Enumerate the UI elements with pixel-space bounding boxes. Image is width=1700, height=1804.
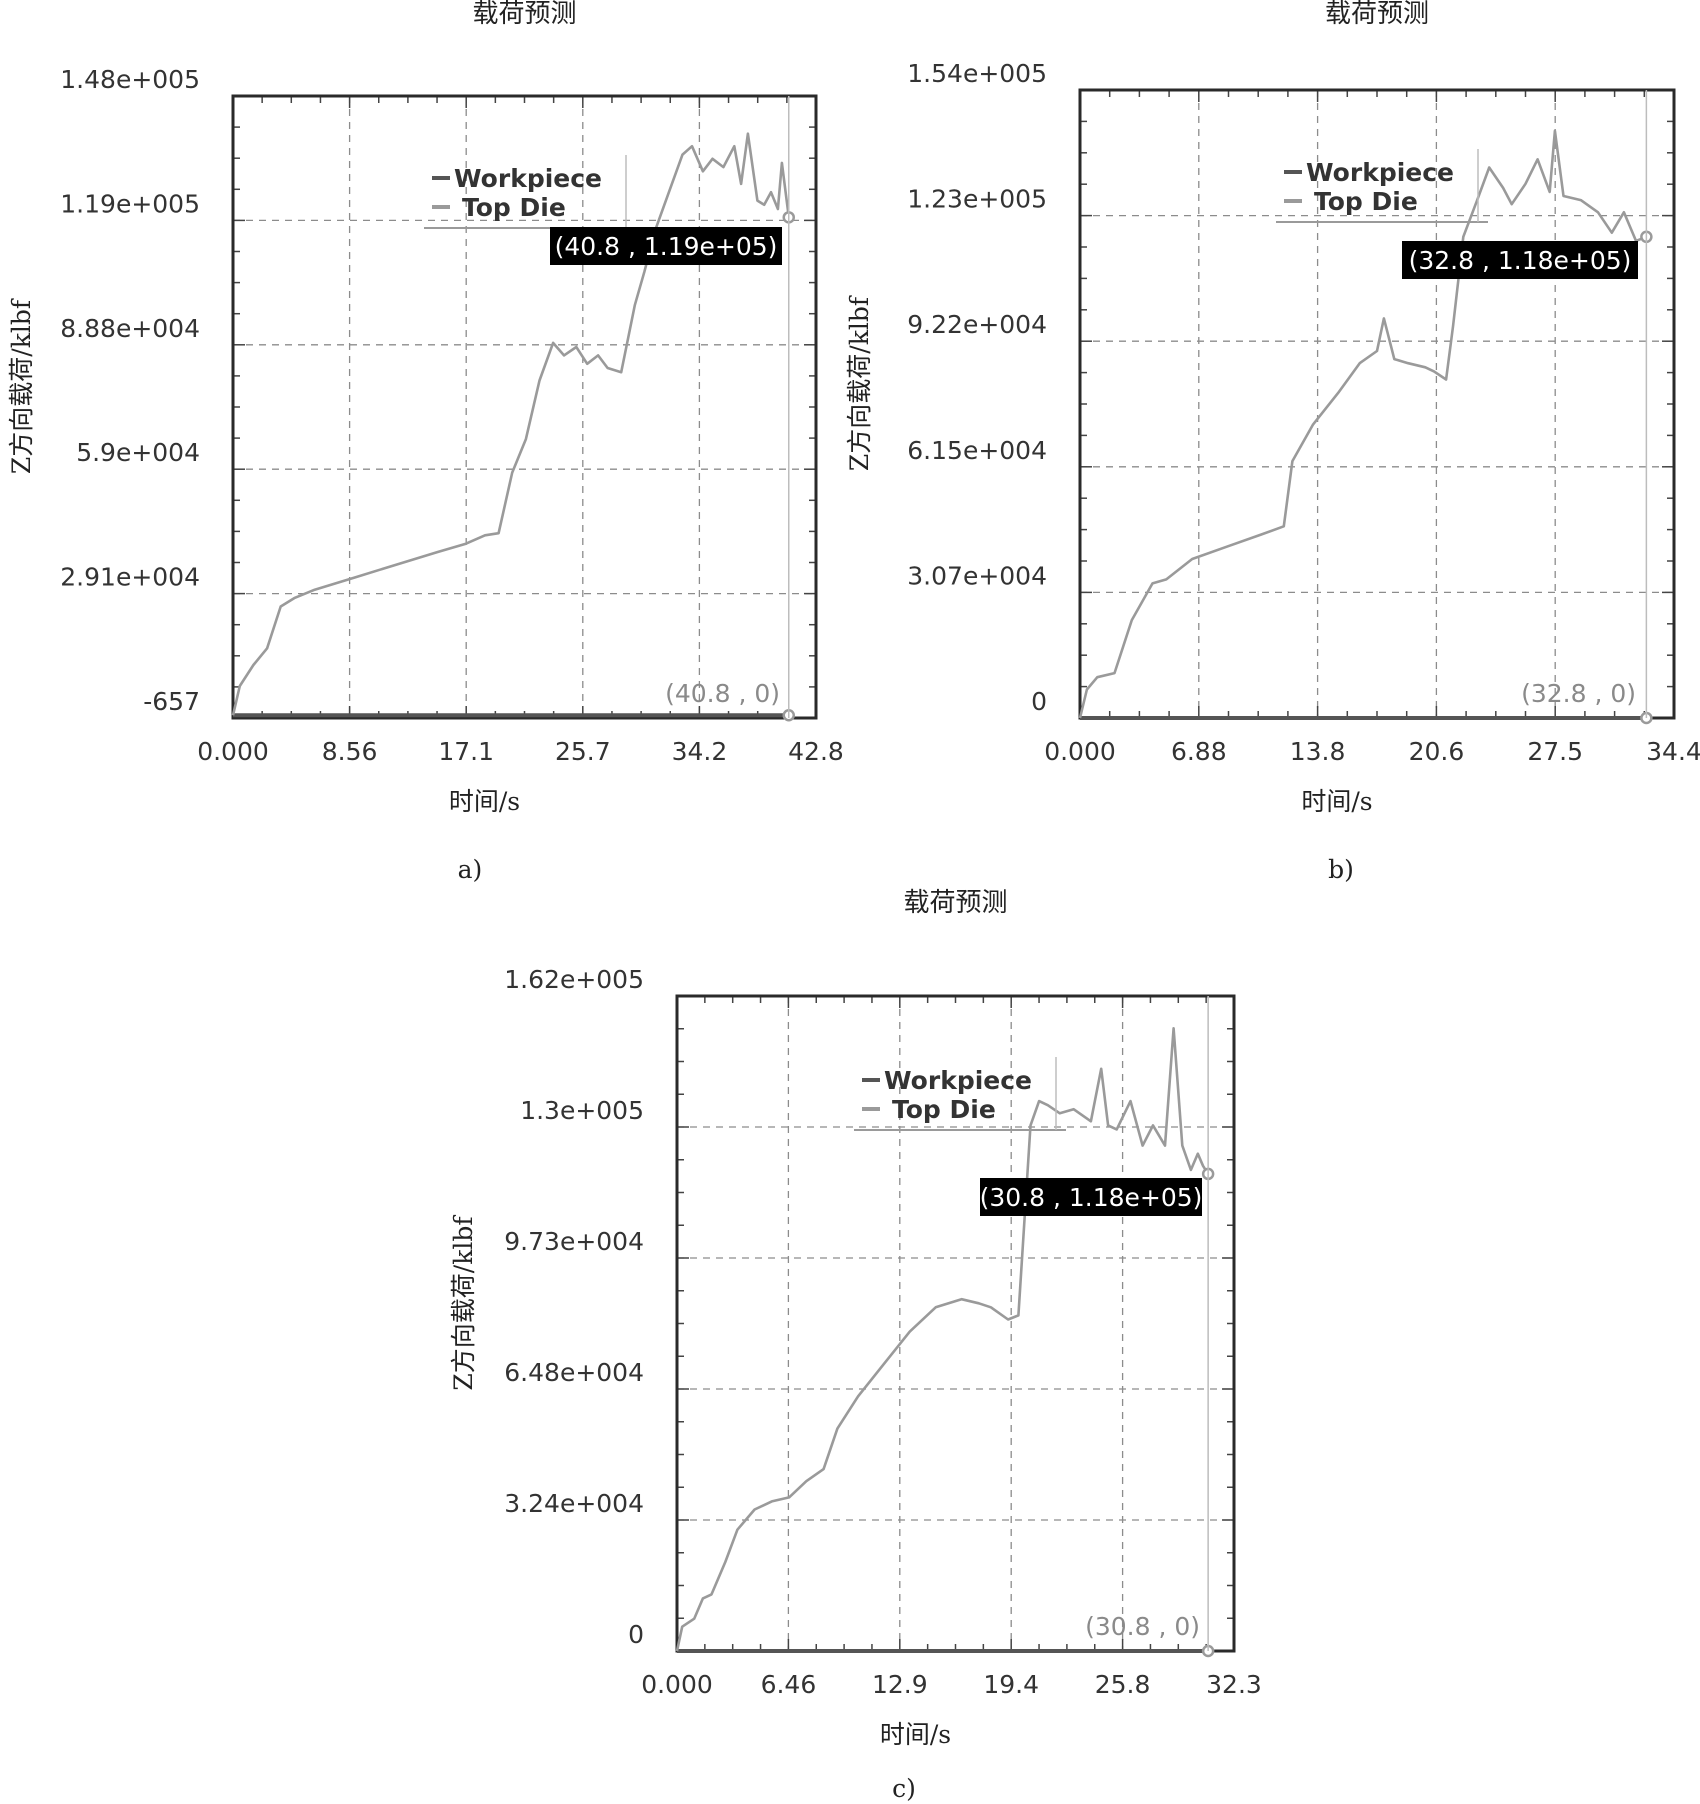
y-tick-label: 9.73e+004 [504, 1227, 644, 1256]
annotation-zero-text: (30.8 , 0) [1085, 1612, 1200, 1641]
legend-label-workpiece: Workpiece [884, 1066, 1032, 1095]
annotation-zero-text: (40.8 , 0) [665, 679, 780, 708]
y-axis-label: Z方向载荷/klbf [449, 1215, 478, 1391]
y-tick-label: 5.9e+004 [76, 438, 200, 467]
plot-area [1080, 90, 1674, 718]
annotation-peak: (40.8 , 1.19e+05) [550, 227, 782, 265]
y-tick-label: 1.3e+005 [520, 1096, 644, 1125]
annotation-peak-text: (30.8 , 1.18e+05) [980, 1183, 1203, 1212]
y-tick-label: 3.24e+004 [504, 1489, 644, 1518]
annotation-peak-background [980, 1178, 1202, 1216]
x-tick-label: 32.3 [1206, 1670, 1262, 1699]
plot-area [233, 96, 816, 718]
annotation-zero-text: (32.8 , 0) [1521, 679, 1636, 708]
x-tick-label: 25.7 [555, 737, 611, 766]
series-line-top-die [675, 1027, 1210, 1652]
annotation-peak: (32.8 , 1.18e+05) [1402, 241, 1638, 279]
x-tick-label: 34.2 [672, 737, 728, 766]
legend-label-workpiece: Workpiece [1306, 158, 1454, 187]
x-tick-label: 42.8 [788, 737, 844, 766]
x-axis-label: 时间/s [1301, 787, 1372, 816]
panel-caption: b) [1328, 855, 1354, 884]
x-tick-label: 6.46 [761, 1670, 817, 1699]
plot-area [677, 996, 1234, 1651]
y-tick-label: 1.23e+005 [907, 185, 1047, 214]
y-tick-label: 8.88e+004 [60, 314, 200, 343]
x-tick-label: 17.1 [438, 737, 494, 766]
y-tick-label: 1.19e+005 [60, 189, 200, 218]
x-tick-label: 12.9 [872, 1670, 928, 1699]
legend-label-top-die: Top Die [462, 193, 566, 222]
x-tick-label: 0.000 [197, 737, 269, 766]
panel-caption: c) [892, 1774, 916, 1803]
y-axis-label: Z方向载荷/klbf [7, 298, 36, 474]
x-tick-label: 25.8 [1095, 1670, 1151, 1699]
chart-title: 载荷预测 [472, 0, 576, 29]
legend-label-top-die: Top Die [892, 1095, 996, 1124]
chart-panel-a: 载荷预测 0.000 8.56 17.1 25.7 34.2 42.8 -657 2.91e+0… [7, 0, 844, 884]
plot-frame [231, 94, 818, 720]
y-tick-label: 3.07e+004 [907, 561, 1047, 590]
x-tick-label: 27.5 [1527, 737, 1583, 766]
x-tick-label: 8.56 [322, 737, 378, 766]
x-tick-label: 0.000 [641, 1670, 713, 1699]
y-tick-label: 2.91e+004 [60, 563, 200, 592]
y-tick-label: 1.62e+005 [504, 965, 644, 994]
x-axis-label: 时间/s [880, 1720, 951, 1749]
annotation-peak-background [1402, 241, 1638, 279]
chart-panel-c: 载荷预测 0.000 6.46 12.9 19.4 25.8 32.3 0 3.24e+004 6… [449, 888, 1262, 1803]
y-tick-label: -657 [143, 687, 200, 716]
legend-label-workpiece: Workpiece [454, 164, 602, 193]
x-tick-label: 20.6 [1409, 737, 1465, 766]
annotation-peak-text: (32.8 , 1.18e+05) [1409, 246, 1632, 275]
annotation-peak: (30.8 , 1.18e+05) [980, 1178, 1203, 1216]
y-tick-label: 9.22e+004 [907, 310, 1047, 339]
legend-label-top-die: Top Die [1314, 187, 1418, 216]
chart-panel-b: 载荷预测 0.000 6.88 13.8 20.6 27.5 34.4 0 3.07e+004 6… [845, 0, 1700, 884]
chart-title: 载荷预测 [903, 888, 1007, 918]
y-axis-label: Z方向载荷/klbf [845, 295, 874, 471]
x-axis-label: 时间/s [449, 787, 520, 816]
series-line-top-die [1078, 129, 1647, 719]
x-tick-label: 0.000 [1044, 737, 1116, 766]
annotation-peak-background [550, 227, 782, 265]
y-tick-label: 1.54e+005 [907, 59, 1047, 88]
x-tick-label: 6.88 [1171, 737, 1227, 766]
series-line-top-die [231, 132, 791, 716]
annotation-peak-text: (40.8 , 1.19e+05) [555, 232, 778, 261]
x-tick-label: 19.4 [983, 1670, 1039, 1699]
y-tick-label: 0 [1031, 687, 1047, 716]
x-tick-label: 34.4 [1646, 737, 1700, 766]
panel-caption: a) [458, 855, 483, 884]
x-tick-label: 13.8 [1290, 737, 1346, 766]
y-tick-label: 6.15e+004 [907, 436, 1047, 465]
chart-title: 载荷预测 [1325, 0, 1429, 29]
y-tick-label: 0 [628, 1620, 644, 1649]
y-tick-label: 6.48e+004 [504, 1358, 644, 1387]
y-tick-label: 1.48e+005 [60, 65, 200, 94]
